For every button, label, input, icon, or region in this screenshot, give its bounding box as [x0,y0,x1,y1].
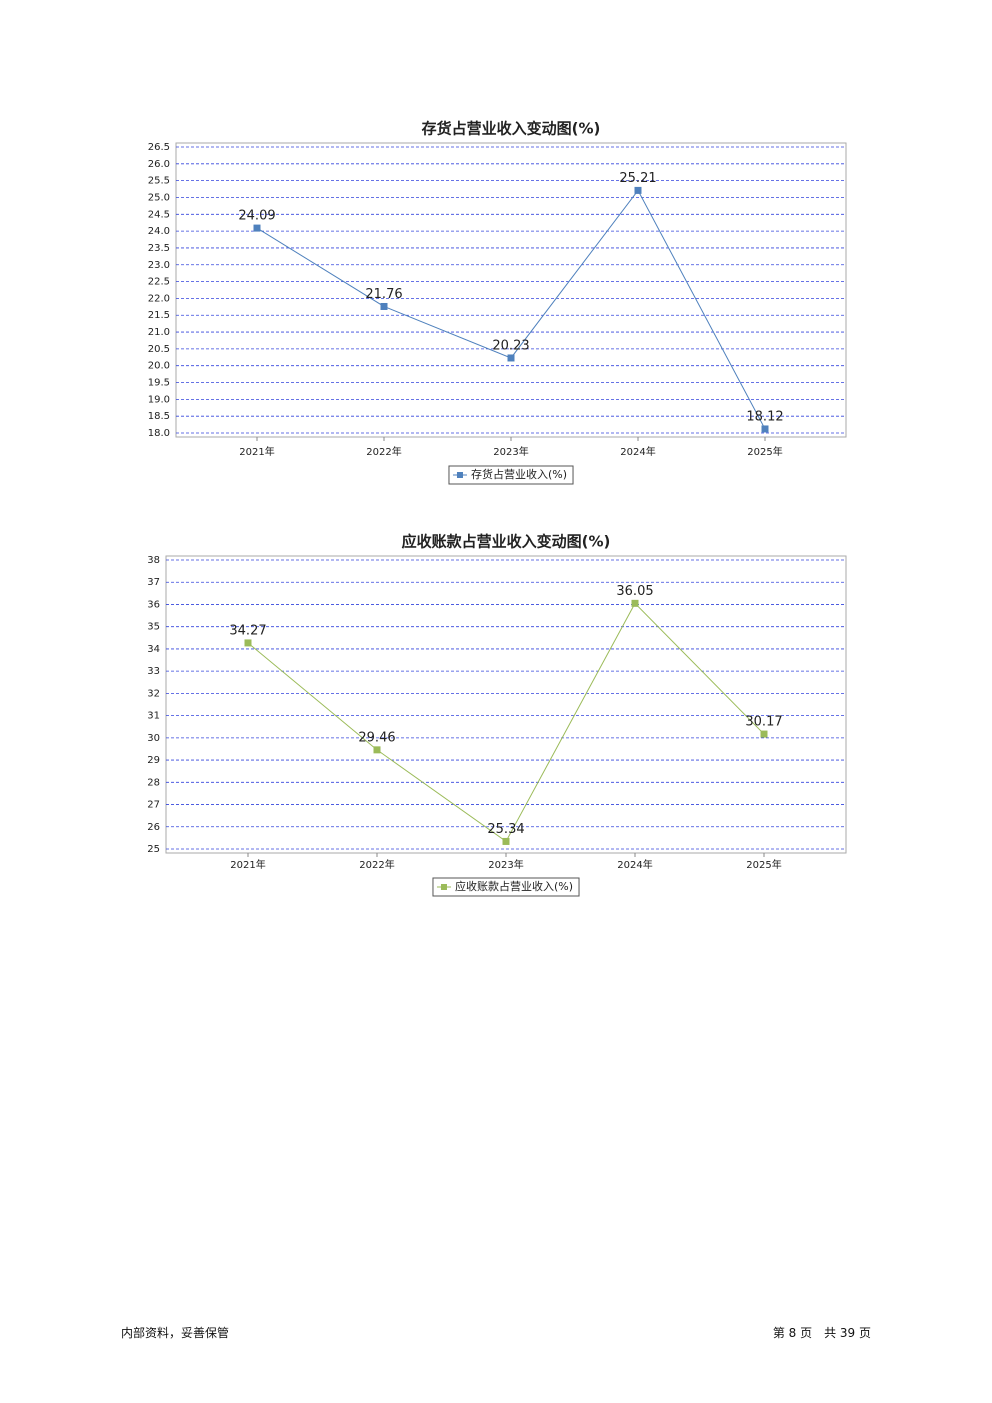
y-tick-label: 22.0 [148,293,170,304]
y-tick-label: 29 [147,755,160,766]
y-tick-label: 30 [147,733,160,744]
y-tick-label: 22.5 [148,277,170,288]
x-tick-label: 2022年 [359,858,394,871]
data-point [761,425,769,433]
y-tick-label: 21.0 [148,327,170,338]
y-tick-label: 25.0 [148,192,170,203]
data-point [373,746,381,754]
data-point [253,224,261,232]
x-tick-label: 2023年 [488,858,523,871]
footer-left: 内部资料，妥善保管 [121,1326,230,1340]
data-point [634,186,642,194]
x-tick-label: 2025年 [746,858,781,871]
y-tick-label: 24.0 [148,226,170,237]
y-tick-label: 18.5 [148,411,170,422]
data-label: 18.12 [746,409,783,424]
data-point [760,730,768,738]
chart-title: 存货占营业收入变动图(%) [422,120,601,138]
x-tick-label: 2024年 [620,445,655,458]
data-label: 25.21 [619,171,656,186]
y-tick-label: 25 [147,844,160,855]
x-tick-label: 2024年 [617,858,652,871]
y-tick-label: 20.0 [148,361,170,372]
chart-title: 应收账款占营业收入变动图(%) [402,533,611,551]
data-point [507,354,515,362]
y-tick-label: 19.0 [148,394,170,405]
y-tick-label: 23.0 [148,260,170,271]
x-tick-label: 2022年 [366,445,401,458]
data-label: 30.17 [745,715,782,730]
x-tick-label: 2021年 [230,858,265,871]
y-tick-label: 20.5 [148,344,170,355]
y-tick-label: 38 [147,555,160,566]
charts: 存货占营业收入变动图(%) 18.0 18.5 19.0 19.5 20.0 20.5 21.… [147,120,847,897]
legend-box [448,465,574,485]
y-tick-label: 32 [147,688,160,699]
legend-label: 应收账款占营业收入(%) [455,879,573,893]
data-label: 24.09 [238,209,275,224]
legend-marker [456,472,463,478]
data-label: 20.23 [492,338,529,353]
legend-label: 存货占营业收入(%) [471,467,567,481]
data-label: 25.34 [487,822,524,837]
data-label: 29.46 [358,730,395,745]
y-tick-label: 26.0 [148,159,170,170]
y-tick-label: 33 [147,666,160,677]
y-tick-label: 26 [147,822,160,833]
y-tick-label: 25.5 [148,176,170,187]
legend-box [432,877,580,897]
y-tick-label: 26.5 [148,142,170,153]
data-point [380,302,388,310]
y-tick-label: 19.5 [148,378,170,389]
y-tick-label: 18.0 [148,428,170,439]
data-label: 36.05 [616,584,653,599]
footer-right: 第 8 页 共 39 页 [772,1326,871,1340]
y-tick-label: 34 [147,644,160,655]
x-tick-label: 2023年 [493,445,528,458]
series-line [256,189,766,430]
y-tick-label: 28 [147,777,160,788]
series-line [247,602,765,843]
y-tick-label: 27 [147,800,160,811]
data-point [631,599,639,607]
data-point [502,837,510,845]
y-tick-label: 21.5 [148,310,170,321]
x-tick-label: 2025年 [747,445,782,458]
plot-area [165,555,847,854]
y-tick-label: 31 [147,711,160,722]
data-label: 21.76 [365,287,402,302]
x-tick-label: 2021年 [239,445,274,458]
data-point [244,639,252,647]
y-tick-label: 35 [147,622,160,633]
y-tick-label: 36 [147,599,160,610]
y-tick-label: 23.5 [148,243,170,254]
data-label: 34.27 [229,623,266,638]
y-tick-label: 37 [147,577,160,588]
y-tick-label: 24.5 [148,209,170,220]
legend-marker [440,884,447,890]
